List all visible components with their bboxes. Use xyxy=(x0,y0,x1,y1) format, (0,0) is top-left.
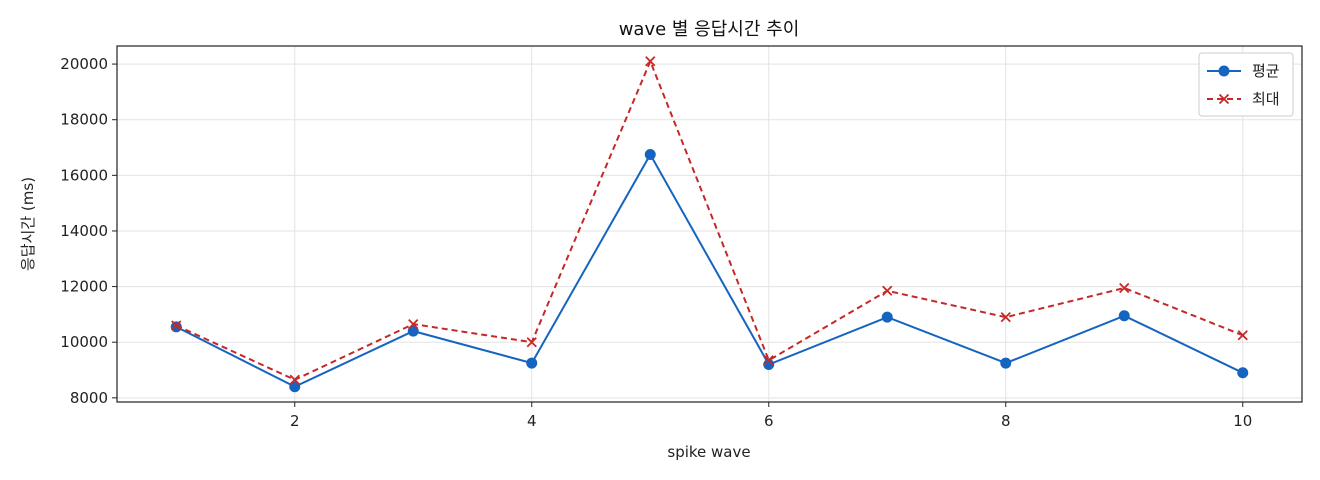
y-tick-label: 18000 xyxy=(60,111,108,129)
data-point xyxy=(407,325,419,337)
legend-marker xyxy=(1218,93,1230,105)
data-point xyxy=(1237,330,1248,341)
series-1 xyxy=(170,148,1249,393)
data-point xyxy=(526,337,537,348)
chart-title: wave 별 응답시간 추이 xyxy=(619,19,800,40)
y-tick-label: 8000 xyxy=(70,389,108,407)
legend-label: 평균 xyxy=(1252,62,1280,80)
data-point xyxy=(881,311,893,323)
data-point xyxy=(645,56,656,67)
data-point xyxy=(644,148,656,160)
data-point xyxy=(289,374,300,385)
legend-entry: 평균 xyxy=(1207,62,1280,80)
data-point xyxy=(1119,282,1130,294)
data-point xyxy=(526,357,538,369)
x-tick-label: 10 xyxy=(1233,412,1252,430)
y-tick-label: 14000 xyxy=(60,222,108,240)
data-point xyxy=(1118,310,1130,322)
data-point xyxy=(408,318,419,330)
x-tick-label: 2 xyxy=(290,412,300,430)
series-2 xyxy=(171,56,1248,385)
plot-frame xyxy=(116,45,1303,403)
y-tick-label: 12000 xyxy=(60,278,108,296)
grid-lines xyxy=(117,46,1302,402)
legend-label: 최대 xyxy=(1252,90,1280,108)
y-tick-label: 10000 xyxy=(60,333,108,351)
y-tick-label: 16000 xyxy=(60,166,108,184)
y-axis-label: 응답시간 (ms) xyxy=(19,177,37,271)
legend-entry: 최대 xyxy=(1207,90,1280,108)
series-layer xyxy=(170,56,1249,393)
y-tick-label: 20000 xyxy=(60,55,108,73)
series-line xyxy=(175,58,1244,381)
data-point xyxy=(1000,312,1011,323)
data-point xyxy=(289,381,301,393)
data-point xyxy=(763,355,774,366)
data-point xyxy=(1237,367,1249,379)
x-axis-label: spike wave xyxy=(667,443,750,461)
x-axis-ticks: 2 4 6 8 10 xyxy=(290,402,1252,430)
x-tick-label: 8 xyxy=(1001,412,1011,430)
x-tick-label: 6 xyxy=(764,412,774,430)
data-point xyxy=(882,285,893,296)
y-axis-ticks: 8000 10000 12000 14000 16000 18000 20000 xyxy=(60,55,117,407)
x-tick-label: 4 xyxy=(527,412,537,430)
data-point xyxy=(171,320,182,331)
series-line xyxy=(175,152,1244,388)
data-point xyxy=(1000,357,1012,369)
legend-marker xyxy=(1218,65,1230,77)
